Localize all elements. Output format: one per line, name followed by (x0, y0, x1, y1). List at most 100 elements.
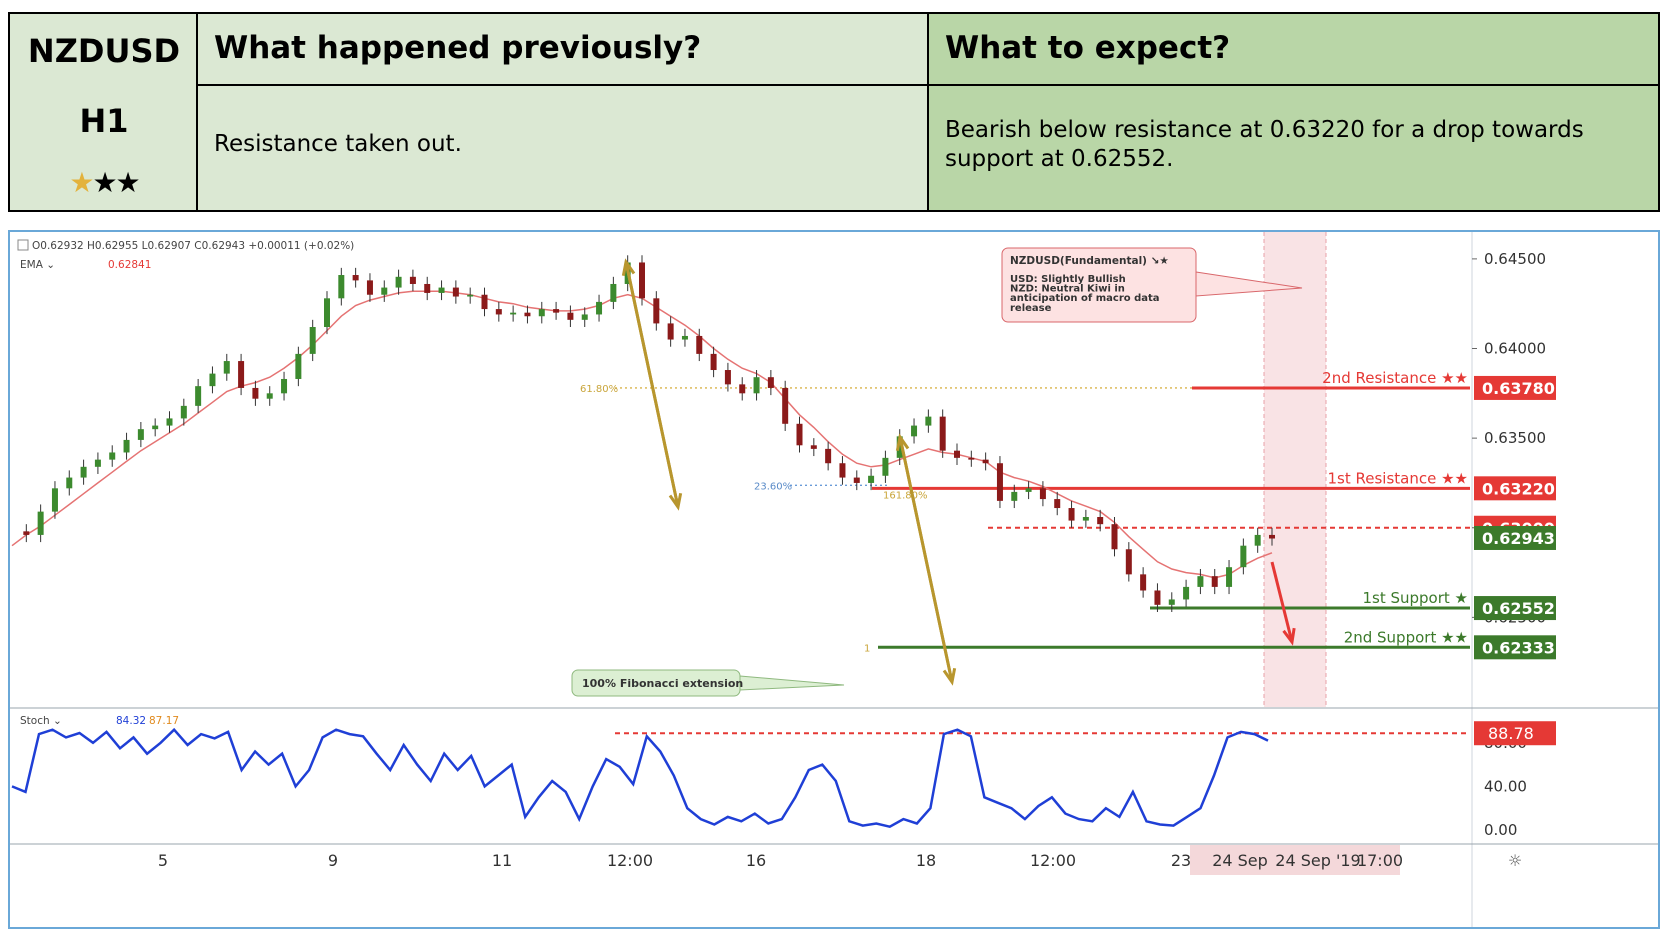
candle-body (882, 457, 889, 476)
rating-stars: ★★★ (10, 166, 198, 199)
candle-body (352, 275, 359, 281)
level-name: 2nd Support ★★ (1344, 628, 1468, 646)
pair-cell: NZDUSD H1 ★★★ (10, 14, 198, 210)
candle-body (939, 416, 946, 451)
candle-body (180, 405, 187, 419)
candle-body (1254, 534, 1261, 546)
fundamental-callout-pointer (1195, 271, 1303, 297)
candle-body (1082, 517, 1089, 521)
fundamental-callout-line: release (1010, 303, 1052, 314)
candle-body (681, 335, 688, 340)
candle-body (381, 287, 388, 295)
candle-body (324, 298, 330, 327)
candle-body (667, 323, 674, 340)
y-tick-label: 0.64000 (1484, 340, 1546, 358)
stoch-tag (1474, 721, 1556, 746)
candle-body (653, 298, 660, 324)
projection-arrow-head (1282, 627, 1296, 646)
x-tick-label: 17:00 (1357, 851, 1403, 870)
expect-header: What to expect? (929, 14, 1658, 86)
fib-1-label: 1 (864, 643, 870, 654)
candle-body (696, 335, 703, 354)
candle-body (266, 393, 273, 399)
fundamental-callout-line: USD: Slightly Bullish (1010, 274, 1126, 285)
stoch-k-value: 84.32 (116, 715, 146, 727)
candle-body (524, 312, 531, 317)
candle-body (152, 425, 159, 430)
candle-body (581, 314, 588, 320)
candle-body (252, 387, 259, 399)
candle-body (954, 450, 960, 458)
previous-text: Resistance taken out. (214, 131, 462, 157)
star-icon: ★ (92, 166, 117, 199)
candle-body (996, 463, 1003, 501)
candle-body (1140, 574, 1147, 591)
level-name: 1st Resistance ★★ (1327, 469, 1468, 487)
candle-body (123, 439, 130, 453)
x-tick-label: 12:00 (607, 851, 653, 870)
candle-body (610, 283, 617, 302)
ema-label: EMA ⌄ (20, 259, 55, 271)
expect-body: Bearish below resistance at 0.63220 for … (929, 86, 1658, 210)
x-tick-label: 23 (1171, 851, 1191, 870)
price-tag-label: 0.62943 (1482, 529, 1555, 548)
price-tag-label: 0.63780 (1482, 379, 1555, 398)
candle-body (438, 287, 445, 293)
stoch-tag-label: 88.78 (1488, 724, 1534, 743)
x-tick-label: 16 (746, 851, 766, 870)
candle-body (853, 477, 860, 483)
candle-body (23, 531, 30, 535)
candle-body (195, 386, 202, 406)
candle-body (724, 370, 731, 385)
x-tick-label: 18 (916, 851, 936, 870)
previous-header: What happened previously? (198, 14, 929, 86)
candle-body (238, 361, 245, 388)
candle-body (80, 466, 87, 478)
candle-body (896, 436, 903, 458)
x-tick-label: 11 (492, 851, 512, 870)
candle-body (710, 353, 717, 371)
candle-body (109, 452, 116, 460)
candle-body (567, 312, 574, 320)
candle-body (1097, 517, 1104, 525)
symbol-label: NZDUSD (27, 32, 181, 70)
candle-body (1240, 545, 1247, 568)
fundamental-callout-line: anticipation of macro data (1010, 293, 1160, 304)
price-tag (1474, 525, 1556, 550)
chart-panel[interactable]: 0.645000.640000.635000.630000.6250061.80… (8, 230, 1660, 929)
previous-body: Resistance taken out. (198, 86, 929, 210)
fib-arrow-down-head (668, 492, 683, 511)
analysis-header-table: NZDUSD H1 ★★★ What happened previously? … (8, 12, 1660, 212)
price-tag-label: 0.62333 (1482, 638, 1555, 657)
x-tick-label: 24 Sep (1212, 851, 1268, 870)
candle-body (209, 373, 216, 387)
candle-body (1183, 586, 1190, 600)
candle-body (51, 488, 58, 512)
candle-body (295, 353, 302, 379)
candle-body (452, 287, 459, 297)
candle-body (982, 459, 989, 464)
y-tick-label: 0.63500 (1484, 429, 1546, 447)
price-tag (1474, 596, 1556, 621)
price-chart[interactable]: 0.645000.640000.635000.630000.6250061.80… (10, 232, 1658, 927)
level-name: 2nd Resistance ★★ (1322, 369, 1468, 387)
level-name: 1st Support ★ (1362, 589, 1468, 607)
expect-text: Bearish below resistance at 0.63220 for … (945, 117, 1584, 172)
price-tag (1474, 635, 1556, 660)
future-zone-band (1264, 232, 1326, 707)
candle-body (968, 457, 975, 460)
candle-body (37, 511, 44, 535)
candle-body (481, 294, 488, 310)
x-tick-label: 5 (158, 851, 168, 870)
stoch-label: Stoch ⌄ (20, 715, 62, 727)
candle-body (739, 384, 746, 394)
expect-title: What to expect? (945, 30, 1231, 66)
candle-body (424, 283, 431, 293)
fib-arrow-down (624, 261, 680, 508)
price-tag-label: 0.62552 (1482, 599, 1555, 618)
candle-body (1125, 549, 1132, 575)
star-icon: ★ (115, 166, 141, 199)
collapse-icon (17, 239, 29, 251)
candle-body (1226, 567, 1233, 587)
candle-body (825, 448, 832, 464)
